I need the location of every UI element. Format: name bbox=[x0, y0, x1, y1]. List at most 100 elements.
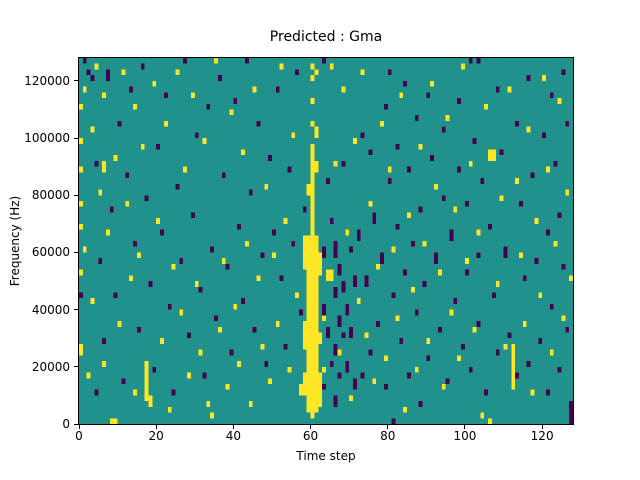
heatmap-cell-yellow bbox=[403, 406, 408, 413]
heatmap-cell-purple bbox=[545, 389, 550, 396]
heatmap-cell-yellow bbox=[314, 246, 319, 253]
heatmap-cell-yellow bbox=[306, 366, 311, 373]
x-tick-label: 40 bbox=[225, 429, 242, 443]
heatmap-cell-yellow bbox=[133, 389, 137, 396]
heatmap-cell-yellow bbox=[472, 326, 477, 333]
heatmap-cell-purple bbox=[353, 383, 357, 390]
heatmap-cell-purple bbox=[356, 229, 361, 236]
heatmap-cell-yellow bbox=[337, 349, 342, 356]
y-tick-label: 60000 bbox=[31, 245, 70, 260]
heatmap-cell-purple bbox=[237, 223, 242, 230]
heatmap-cell-yellow bbox=[314, 338, 319, 344]
heatmap-cell-purple bbox=[491, 292, 496, 299]
heatmap-cell-yellow bbox=[318, 383, 323, 390]
heatmap-cell-yellow bbox=[310, 172, 315, 179]
heatmap-cell-purple bbox=[345, 361, 350, 367]
heatmap-cell-yellow bbox=[557, 98, 562, 104]
heatmap-cell-yellow bbox=[314, 69, 319, 76]
y-tick-label: 0 bbox=[62, 417, 70, 431]
heatmap-cell-purple bbox=[569, 401, 573, 407]
heatmap-cell-purple bbox=[349, 332, 354, 339]
heatmap-cell-yellow bbox=[561, 315, 566, 322]
heatmap-cell-yellow bbox=[511, 349, 516, 356]
heatmap-cell-yellow bbox=[202, 138, 207, 144]
heatmap-cell-purple bbox=[94, 389, 99, 396]
heatmap-cell-yellow bbox=[310, 395, 315, 402]
heatmap-cell-yellow bbox=[306, 246, 311, 253]
heatmap-cell-yellow bbox=[306, 395, 311, 402]
heatmap-cell-yellow bbox=[364, 332, 369, 339]
heatmap-cell-yellow bbox=[90, 298, 95, 304]
heatmap-cell-yellow bbox=[341, 86, 346, 93]
heatmap-cell-yellow bbox=[310, 195, 315, 201]
heatmap-cell-yellow bbox=[121, 69, 126, 76]
y-axis-label: Frequency (Hz) bbox=[8, 195, 22, 287]
heatmap-cell-purple bbox=[503, 252, 508, 259]
heatmap-cell-yellow bbox=[306, 378, 311, 384]
x-tick-mark bbox=[541, 425, 543, 429]
heatmap-cell-yellow bbox=[495, 281, 500, 287]
heatmap-cell-yellow bbox=[445, 115, 450, 121]
heatmap-cell-yellow bbox=[302, 338, 307, 344]
heatmap-cell-yellow bbox=[310, 229, 315, 236]
heatmap-cell-yellow bbox=[310, 246, 315, 253]
heatmap-cell-yellow bbox=[160, 338, 164, 344]
heatmap-cell-yellow bbox=[306, 258, 311, 264]
heatmap-cell-yellow bbox=[79, 343, 83, 350]
heatmap-cell-purple bbox=[434, 258, 438, 264]
heatmap-cell-yellow bbox=[488, 418, 492, 424]
heatmap-cell-yellow bbox=[310, 326, 315, 333]
heatmap-cell-purple bbox=[353, 275, 357, 282]
heatmap-cell-purple bbox=[387, 178, 392, 184]
heatmap-cell-purple bbox=[422, 281, 427, 287]
heatmap-cell-purple bbox=[252, 326, 257, 333]
heatmap-cell-purple bbox=[383, 383, 388, 390]
heatmap-cell-purple bbox=[569, 418, 573, 424]
heatmap-cell-yellow bbox=[233, 303, 238, 310]
heatmap-cell-yellow bbox=[310, 406, 315, 413]
heatmap-cell-purple bbox=[445, 378, 450, 384]
heatmap-cell-purple bbox=[287, 166, 292, 173]
heatmap-cell-purple bbox=[414, 115, 419, 121]
heatmap-cell-purple bbox=[275, 86, 280, 93]
heatmap-cell-purple bbox=[322, 246, 326, 253]
heatmap-cell-purple bbox=[395, 223, 400, 230]
heatmap-cell-purple bbox=[152, 366, 157, 373]
heatmap-cell-yellow bbox=[480, 412, 485, 419]
heatmap-cell-yellow bbox=[302, 258, 307, 264]
heatmap-cell-yellow bbox=[518, 252, 523, 259]
heatmap-cell-yellow bbox=[318, 372, 323, 379]
heatmap-cell-yellow bbox=[302, 332, 307, 339]
heatmap-cell-purple bbox=[538, 338, 543, 344]
y-tick-label: 80000 bbox=[31, 188, 70, 203]
heatmap-cell-purple bbox=[337, 321, 342, 327]
x-tick-mark bbox=[78, 425, 80, 429]
heatmap-cell-yellow bbox=[144, 395, 149, 402]
heatmap-cell-yellow bbox=[314, 383, 319, 390]
heatmap-cell-purple bbox=[565, 326, 570, 333]
heatmap-cell-yellow bbox=[399, 92, 404, 99]
heatmap-cell-yellow bbox=[306, 241, 311, 247]
y-tick-mark bbox=[74, 137, 78, 139]
heatmap-cell-yellow bbox=[526, 126, 531, 133]
heatmap-cell-yellow bbox=[511, 378, 516, 384]
heatmap-cell-yellow bbox=[214, 58, 218, 64]
heatmap-cell-yellow bbox=[488, 155, 492, 161]
heatmap-cell-yellow bbox=[310, 189, 315, 196]
heatmap-cell-yellow bbox=[565, 189, 570, 196]
heatmap-cell-yellow bbox=[98, 189, 103, 196]
heatmap-cell-purple bbox=[175, 183, 180, 190]
heatmap-cell-yellow bbox=[306, 275, 311, 282]
heatmap-cell-purple bbox=[156, 143, 161, 150]
heatmap-cell-yellow bbox=[306, 361, 311, 367]
x-tick-mark bbox=[387, 425, 389, 429]
x-tick-label: 80 bbox=[380, 429, 396, 443]
heatmap-cell-yellow bbox=[106, 229, 110, 236]
heatmap-cell-purple bbox=[515, 120, 519, 127]
heatmap-cell-yellow bbox=[79, 138, 83, 144]
heatmap-cell-purple bbox=[441, 195, 446, 201]
heatmap-cell-yellow bbox=[306, 292, 311, 299]
heatmap-cell-purple bbox=[225, 263, 230, 270]
heatmap-cell-purple bbox=[457, 98, 462, 104]
heatmap-cell-purple bbox=[271, 229, 276, 236]
